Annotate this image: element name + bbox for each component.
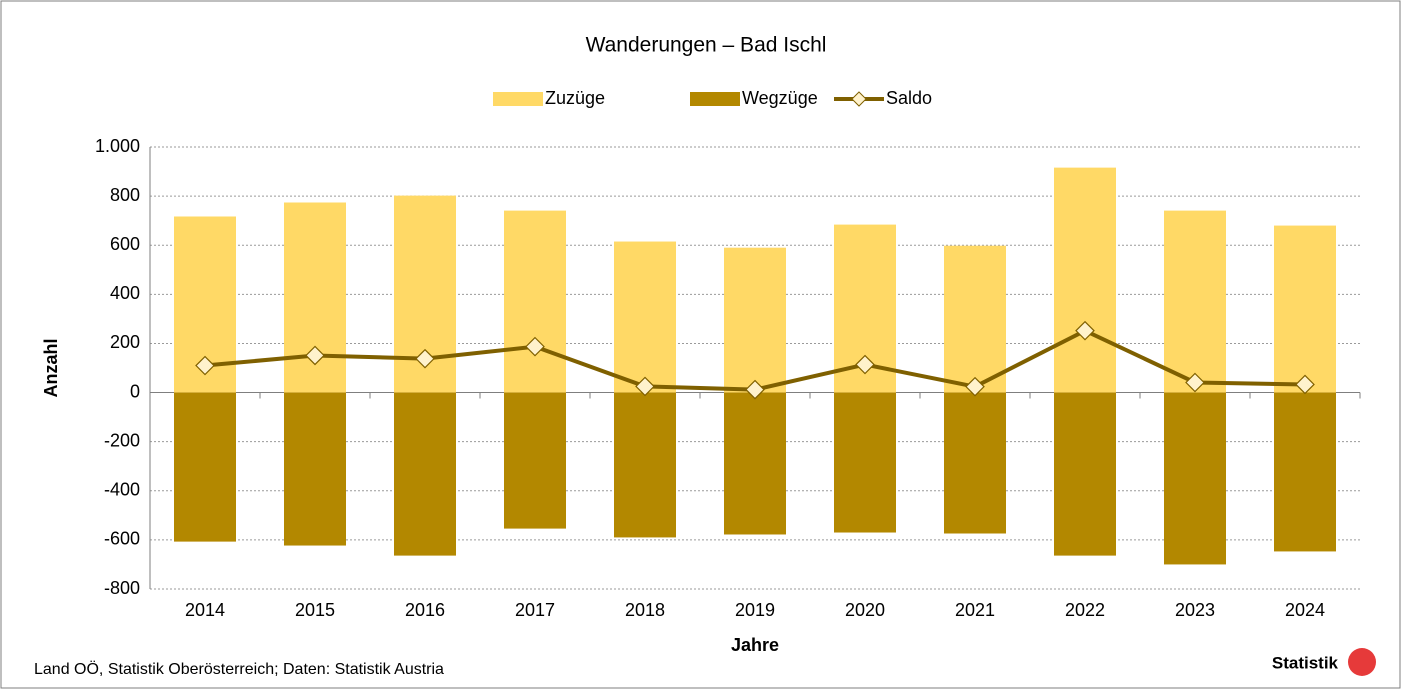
x-tick-label: 2017 [515,600,555,620]
bar [944,392,1006,534]
legend-label: Zuzüge [545,88,605,108]
x-tick-label: 2023 [1175,600,1215,620]
marker [1185,372,1205,393]
legend-label: Saldo [886,88,932,108]
bar [614,241,676,393]
legend-marker [851,91,867,107]
y-tick-label: -800 [104,578,140,598]
marker [415,348,435,369]
marker [635,376,655,397]
marker [855,354,875,375]
marker [1295,374,1315,395]
bar [174,392,236,542]
x-tick-label: 2024 [1285,600,1325,620]
x-tick-label: 2015 [295,600,335,620]
y-tick-label: 200 [110,332,140,352]
y-tick-label: 400 [110,283,140,303]
x-tick-label: 2019 [735,600,775,620]
bar [504,392,566,529]
bar [504,210,566,393]
legend-label: Wegzüge [742,88,818,108]
bar [1274,225,1336,393]
y-tick-label: 600 [110,234,140,254]
logo-icon [1348,648,1376,676]
x-tick-label: 2014 [185,600,225,620]
bar [394,392,456,556]
bar [1054,392,1116,556]
bar [614,392,676,538]
y-tick-label: -200 [104,430,140,450]
bar [1164,392,1226,565]
bar [944,245,1006,393]
x-tick-label: 2016 [405,600,445,620]
bar [1274,392,1336,552]
y-tick-label: -600 [104,529,140,549]
y-tick-label: 800 [110,185,140,205]
y-tick-label: -400 [104,480,140,500]
bar [834,392,896,533]
bar [1164,210,1226,393]
y-axis-label: Anzahl [41,338,61,397]
bar [284,392,346,546]
x-axis-label: Jahre [731,635,779,655]
marker [965,376,985,397]
y-tick-label: 0 [130,381,140,401]
legend-swatch [493,92,543,106]
marker [305,345,325,366]
logo-text: Statistik [1272,653,1339,672]
marker [1075,320,1095,341]
bar [1054,167,1116,393]
source-note: Land OÖ, Statistik Oberösterreich; Daten… [34,660,444,678]
marker [195,355,215,376]
x-tick-label: 2020 [845,600,885,620]
y-tick-label: 1.000 [95,136,140,156]
marker [525,336,545,357]
bar [724,247,786,393]
x-tick-label: 2022 [1065,600,1105,620]
bar [724,392,786,535]
x-tick-label: 2021 [955,600,995,620]
x-tick-label: 2018 [625,600,665,620]
chart-title: Wanderungen – Bad Ischl [586,34,827,57]
marker [745,379,765,400]
legend-swatch [690,92,740,106]
